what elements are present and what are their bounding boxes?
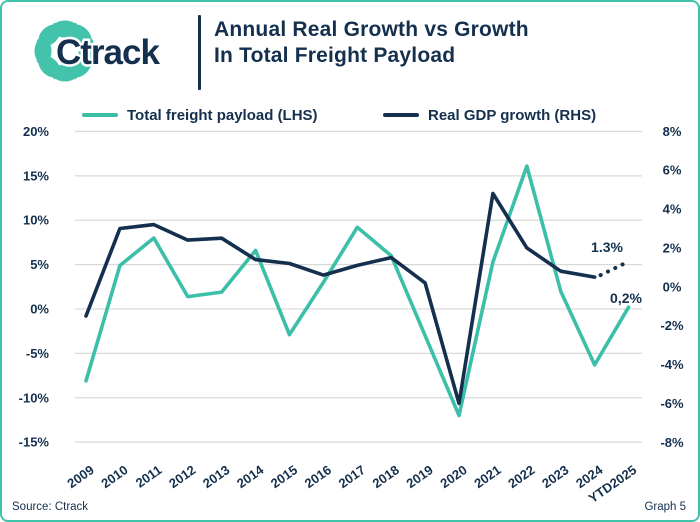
- legend: Total freight payload (LHS) Real GDP gro…: [2, 105, 698, 125]
- footer: Source: Ctrack Graph 5: [2, 496, 698, 520]
- gdp-growth-line: [84, 191, 597, 406]
- x-axis-year-label: 2010: [98, 462, 130, 491]
- ctrack-logo: Ctrack: [34, 20, 164, 82]
- lhs-tick-label: 5%: [30, 257, 49, 272]
- lhs-tick-label: 10%: [23, 213, 49, 228]
- x-axis-year-label: 2018: [370, 462, 402, 491]
- x-axis-year-label: 2009: [64, 462, 96, 491]
- rhs-tick-label: 8%: [663, 124, 682, 139]
- rhs-tick-label: 4%: [663, 202, 682, 217]
- x-axis-year-label: 2021: [471, 462, 503, 491]
- legend-label-freight: Total freight payload (LHS): [127, 106, 318, 124]
- page-title-line2: In Total Freight Payload: [214, 44, 456, 67]
- x-axis-year-label: 2017: [336, 462, 368, 491]
- x-axis-year-label: 2014: [234, 462, 267, 491]
- source-note: Source: Ctrack: [12, 501, 89, 513]
- header: Ctrack Annual Real Growth vs Growth In T…: [2, 2, 698, 98]
- legend-item-freight: Total freight payload (LHS): [82, 105, 318, 125]
- page-title: Annual Real Growth vs Growth In Total Fr…: [214, 17, 529, 69]
- x-axis-year-label: 2013: [200, 462, 232, 491]
- rhs-tick-label: 6%: [663, 163, 682, 178]
- x-axis-year-label: 2011: [133, 462, 165, 490]
- data-label: 0,2%: [610, 290, 642, 306]
- gdp-line-swatch: [383, 113, 419, 117]
- rhs-tick-label: 2%: [663, 240, 682, 255]
- rhs-tick-label: 0%: [663, 279, 682, 294]
- legend-item-gdp: Real GDP growth (RHS): [383, 105, 596, 125]
- x-axis-year-label: 2019: [404, 462, 436, 491]
- rhs-tick-label: -8%: [660, 435, 684, 450]
- x-axis-year-label: 2012: [166, 462, 198, 491]
- graph-number: Graph 5: [644, 501, 686, 513]
- x-axis-year-label: 2023: [539, 462, 571, 491]
- freight-payload-line: [84, 164, 631, 418]
- x-axis-year-label: 2015: [268, 462, 300, 491]
- lhs-tick-label: -15%: [19, 435, 50, 450]
- data-label: 1.3%: [591, 239, 623, 255]
- x-axis-year-label: 2022: [505, 462, 537, 491]
- x-axis-year-label: 2016: [302, 462, 334, 491]
- rhs-tick-label: -2%: [660, 318, 684, 333]
- lhs-tick-label: 15%: [23, 168, 49, 183]
- legend-label-gdp: Real GDP growth (RHS): [428, 106, 597, 124]
- lhs-tick-label: 20%: [23, 124, 49, 139]
- ctrack-logo-flower-icon: [34, 20, 96, 82]
- x-axis-year-label: 2020: [437, 462, 469, 491]
- lhs-tick-label: -5%: [26, 346, 50, 361]
- freight-line-swatch: [82, 113, 118, 117]
- lhs-tick-label: 0%: [30, 302, 49, 317]
- gdp-forecast-dotted-line: [598, 259, 631, 278]
- page-title-line1: Annual Real Growth vs Growth: [214, 18, 529, 41]
- rhs-tick-label: -6%: [660, 396, 684, 411]
- rhs-tick-label: -4%: [660, 357, 684, 372]
- ctrack-logo-wordmark: Ctrack: [56, 33, 160, 72]
- header-divider: [198, 15, 201, 90]
- lhs-tick-label: -10%: [19, 390, 50, 405]
